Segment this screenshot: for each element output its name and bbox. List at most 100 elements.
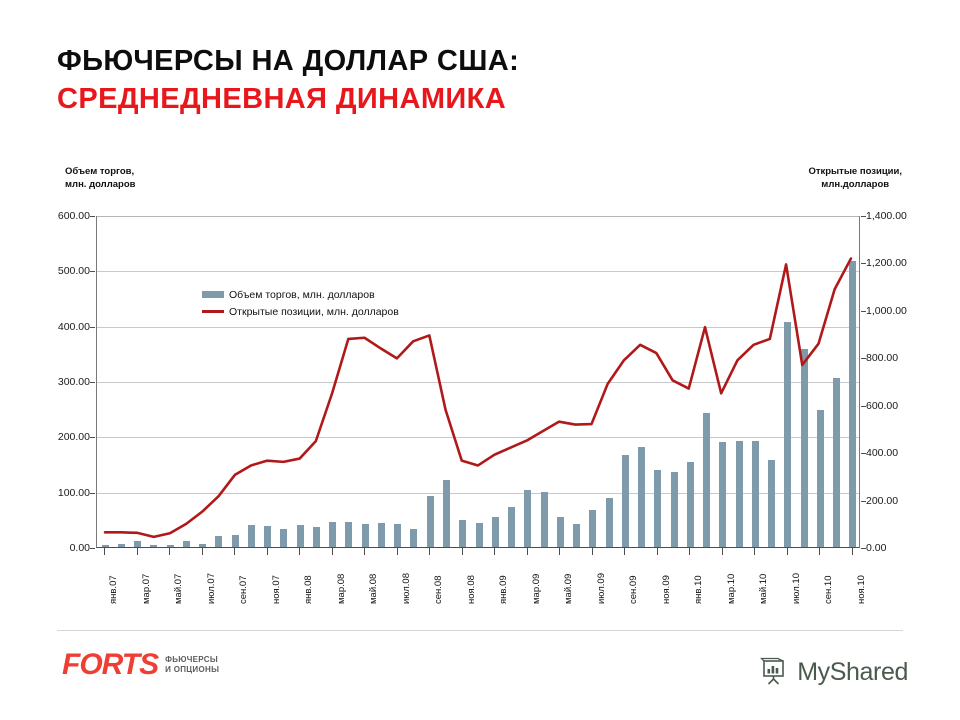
legend-label-open-interest: Открытые позиции, млн. долларов — [229, 305, 399, 318]
x-axis-tick: мар.09 — [530, 573, 542, 604]
forts-tagline-line-1: ФЬЮЧЕРСЫ — [165, 655, 218, 664]
x-axis-tickmark — [104, 548, 106, 555]
right-axis-tick: 0.00 — [861, 542, 886, 554]
x-axis-tick: ноя.07 — [270, 575, 282, 604]
legend-item-open-interest: Открытые позиции, млн. долларов — [202, 303, 399, 320]
forts-logo: FORTS ФЬЮЧЕРСЫ И ОПЦИОНЫ — [62, 650, 219, 680]
left-axis-tick: 300.00 — [58, 376, 95, 388]
x-axis-tick: июл.09 — [595, 573, 607, 604]
chart-legend: Объем торгов, млн. долларов Открытые поз… — [202, 286, 399, 320]
bar — [638, 446, 646, 547]
right-axis-tick: 1,200.00 — [861, 257, 907, 269]
x-axis-tickmark — [559, 548, 561, 555]
bar — [719, 442, 727, 547]
x-axis-tickmark — [656, 548, 658, 555]
x-axis-tick: мар.10 — [725, 573, 737, 604]
left-axis-tick: 600.00 — [58, 210, 95, 222]
bar — [735, 441, 743, 547]
bar — [784, 322, 792, 547]
x-axis-tick: июл.08 — [400, 573, 412, 604]
x-axis-tick: сен.10 — [823, 575, 835, 605]
left-axis-tick: 400.00 — [58, 321, 95, 333]
x-axis-tick: май.08 — [368, 573, 380, 604]
right-axis-tick: 400.00 — [861, 447, 898, 459]
forts-wordmark: FORTS — [62, 648, 159, 681]
bar — [475, 523, 483, 547]
bar — [800, 349, 808, 547]
bar — [117, 544, 125, 547]
bar — [589, 510, 597, 547]
x-axis-tickmark — [396, 548, 398, 555]
bar-series-volume — [97, 216, 859, 547]
x-axis-tickmark — [299, 548, 301, 555]
x-axis-tick: июл.10 — [790, 573, 802, 604]
legend-line-swatch-icon — [202, 310, 224, 313]
left-axis-tick: 200.00 — [58, 431, 95, 443]
x-axis-tick: май.09 — [563, 573, 575, 604]
x-axis-tick: янв.09 — [498, 575, 510, 604]
bar — [508, 507, 515, 547]
bar — [605, 498, 613, 547]
bar — [621, 455, 629, 547]
bar — [833, 377, 841, 547]
gridline — [97, 382, 859, 383]
bar — [101, 544, 109, 547]
bar — [573, 523, 581, 547]
x-axis-tick: июл.07 — [205, 573, 217, 604]
left-axis-tick-labels: 0.00 100.00 200.00 300.00 400.00 500.00 600.00 — [40, 210, 95, 554]
x-axis-tickmark — [786, 548, 788, 555]
left-axis-tick: 500.00 — [58, 265, 95, 277]
x-axis-tickmark — [721, 548, 723, 555]
gridline — [97, 437, 859, 439]
x-axis-tickmark — [234, 548, 236, 555]
myshared-label: MyShared — [797, 657, 908, 686]
bar — [442, 479, 450, 547]
x-axis-tick: янв.10 — [693, 575, 705, 604]
x-axis-tick: мар.08 — [335, 573, 347, 604]
x-axis-tick: сен.08 — [433, 575, 445, 605]
x-axis-tickmark — [819, 548, 821, 555]
bar — [312, 527, 320, 547]
x-axis-tickmark — [169, 548, 171, 555]
right-axis-tick: 800.00 — [861, 352, 898, 364]
bar — [182, 540, 190, 547]
bar — [394, 523, 402, 547]
x-axis-tickmark — [201, 548, 203, 555]
x-axis-tickmark — [331, 548, 333, 555]
bar — [524, 490, 532, 547]
x-axis-tick: сен.09 — [628, 575, 640, 605]
x-axis-tick: ноя.10 — [855, 575, 867, 604]
x-axis-tickmark — [851, 548, 853, 555]
bar — [231, 535, 239, 547]
x-axis-tick: ноя.09 — [660, 575, 672, 604]
right-axis-tick: 600.00 — [861, 400, 898, 412]
bar — [556, 516, 564, 547]
left-axis-tick: 0.00 — [70, 542, 95, 554]
x-axis-tickmark — [754, 548, 756, 555]
bar — [703, 412, 711, 547]
legend-item-volume: Объем торгов, млн. долларов — [202, 286, 399, 303]
right-axis-tick: 1,000.00 — [861, 305, 907, 317]
x-axis-tickmark — [461, 548, 463, 555]
x-axis-tick: май.07 — [173, 573, 185, 604]
bar — [670, 472, 678, 547]
bar — [491, 516, 499, 547]
right-axis-tick: 200.00 — [861, 495, 898, 507]
x-axis-tickmark — [624, 548, 626, 555]
bar — [654, 470, 662, 547]
bar — [345, 522, 353, 547]
x-axis-tick: ноя.08 — [465, 575, 477, 604]
title-line-1: ФЬЮЧЕРСЫ НА ДОЛЛАР США: — [57, 45, 520, 77]
gridline — [97, 492, 859, 494]
bar — [377, 522, 385, 547]
bar — [329, 521, 337, 547]
legend-bar-swatch-icon — [202, 291, 224, 298]
left-axis-title: Объем торгов, млн. долларов — [65, 166, 136, 190]
bar — [199, 544, 207, 547]
x-axis-tickmark — [136, 548, 138, 555]
bar — [280, 529, 288, 547]
myshared-watermark: MyShared — [760, 657, 908, 687]
page-title: ФЬЮЧЕРСЫ НА ДОЛЛАР США: СРЕДНЕДНЕВНАЯ ДИ… — [57, 44, 519, 116]
x-axis-tickmark — [591, 548, 593, 555]
bar — [296, 525, 304, 547]
